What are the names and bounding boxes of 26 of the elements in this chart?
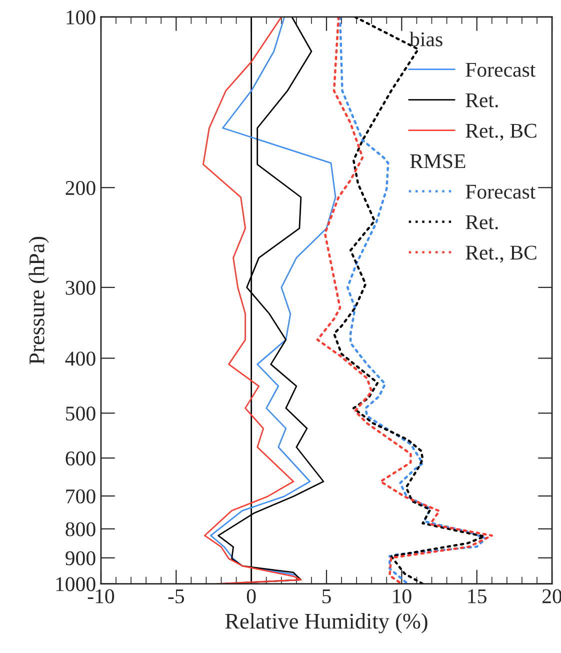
legend-title: bias: [410, 32, 442, 46]
y-tick-label: 700: [66, 489, 96, 504]
x-axis-title: Relative Humidity (%): [225, 613, 428, 634]
x-tick-label: -10: [88, 589, 114, 604]
legend-label: Ret., BC: [466, 246, 536, 263]
y-tick-label: 100: [66, 10, 96, 24]
x-tick-label: 0: [246, 589, 256, 604]
x-tick-label: -5: [168, 589, 184, 604]
x-tick-label: 5: [322, 589, 331, 604]
annotation: RMSE: [410, 154, 466, 168]
x-tick-label: 15: [468, 589, 486, 604]
legend-label: Forecast: [466, 184, 536, 199]
y-tick-label: 1000: [56, 577, 96, 592]
x-tick-label: 10: [393, 589, 412, 604]
legend-label: Forecast: [466, 62, 536, 77]
y-axis-title: Pressure (hPa): [28, 236, 49, 364]
legend-label: Ret.: [466, 93, 498, 108]
legend-label: Ret., BC: [466, 124, 536, 141]
y-tick-label: 300: [66, 280, 96, 295]
y-tick-label: 500: [66, 406, 96, 421]
y-tick-label: 800: [66, 522, 96, 536]
y-tick-label: 600: [66, 451, 96, 466]
y-tick-label: 900: [66, 551, 96, 566]
y-tick-label: 400: [65, 352, 96, 366]
legend-label: Ret.: [466, 215, 498, 230]
y-tick-label: 200: [66, 180, 96, 196]
